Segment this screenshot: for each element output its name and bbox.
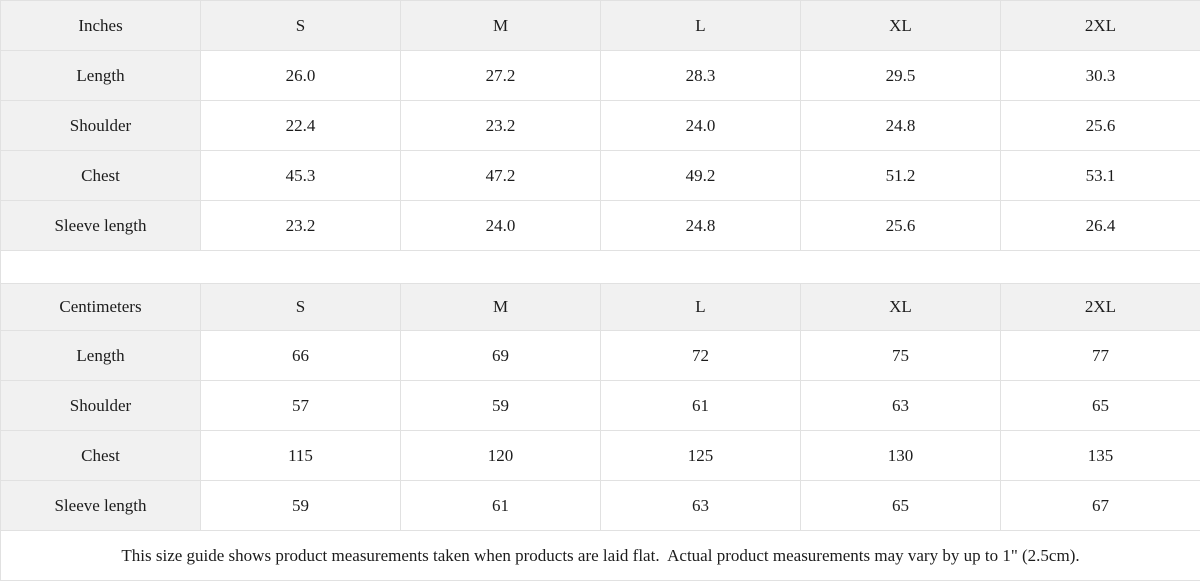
measurement-value-cell: 72 — [601, 331, 801, 381]
measurement-value-cell: 51.2 — [801, 151, 1001, 201]
size-header-cell: S — [201, 1, 401, 51]
measurement-value-cell: 75 — [801, 331, 1001, 381]
measurement-value-cell: 69 — [401, 331, 601, 381]
measurement-value-cell: 65 — [1001, 381, 1200, 431]
measurement-value-cell: 63 — [601, 481, 801, 531]
measurement-value-cell: 26.4 — [1001, 201, 1200, 251]
measurement-value-cell: 24.8 — [801, 101, 1001, 151]
measurement-value-cell: 57 — [201, 381, 401, 431]
spacer-cell — [1, 251, 1200, 284]
measurement-label-cell: Shoulder — [1, 101, 201, 151]
measurement-value-cell: 45.3 — [201, 151, 401, 201]
footnote-text: This size guide shows product measuremen… — [1, 531, 1200, 581]
measurement-value-cell: 25.6 — [801, 201, 1001, 251]
footnote-row: This size guide shows product measuremen… — [1, 531, 1200, 581]
measurement-label-cell: Length — [1, 331, 201, 381]
measurement-value-cell: 27.2 — [401, 51, 601, 101]
measurement-value-cell: 63 — [801, 381, 1001, 431]
measurement-label-cell: Chest — [1, 151, 201, 201]
size-header-cell: M — [401, 284, 601, 331]
size-header-cell: XL — [801, 1, 1001, 51]
measurement-value-cell: 135 — [1001, 431, 1200, 481]
measurement-value-cell: 30.3 — [1001, 51, 1200, 101]
measurement-value-cell: 59 — [201, 481, 401, 531]
size-header-cell: S — [201, 284, 401, 331]
measurement-value-cell: 23.2 — [201, 201, 401, 251]
measurement-value-cell: 77 — [1001, 331, 1200, 381]
measurement-value-cell: 59 — [401, 381, 601, 431]
measurement-value-cell: 24.0 — [601, 101, 801, 151]
measurement-value-cell: 125 — [601, 431, 801, 481]
measurement-value-cell: 24.0 — [401, 201, 601, 251]
measurement-value-cell: 28.3 — [601, 51, 801, 101]
measurement-label-cell: Sleeve length — [1, 201, 201, 251]
measurement-label-cell: Shoulder — [1, 381, 201, 431]
measurement-value-cell: 23.2 — [401, 101, 601, 151]
unit-header-cell: Inches — [1, 1, 201, 51]
measurement-value-cell: 25.6 — [1001, 101, 1200, 151]
size-header-cell: XL — [801, 284, 1001, 331]
measurement-value-cell: 22.4 — [201, 101, 401, 151]
measurement-value-cell: 120 — [401, 431, 601, 481]
measurement-value-cell: 53.1 — [1001, 151, 1200, 201]
measurement-value-cell: 24.8 — [601, 201, 801, 251]
measurement-value-cell: 66 — [201, 331, 401, 381]
size-header-cell: L — [601, 1, 801, 51]
measurement-value-cell: 115 — [201, 431, 401, 481]
size-guide-footer: This size guide shows product measuremen… — [1, 531, 1200, 581]
measurement-value-cell: 65 — [801, 481, 1001, 531]
measurement-value-cell: 130 — [801, 431, 1001, 481]
size-header-cell: M — [401, 1, 601, 51]
measurement-value-cell: 61 — [601, 381, 801, 431]
spacer-row — [1, 251, 1200, 284]
unit-header-cell: Centimeters — [1, 284, 201, 331]
measurement-value-cell: 67 — [1001, 481, 1200, 531]
size-header-cell: 2XL — [1001, 1, 1200, 51]
measurement-value-cell: 29.5 — [801, 51, 1001, 101]
measurement-value-cell: 26.0 — [201, 51, 401, 101]
measurement-value-cell: 47.2 — [401, 151, 601, 201]
measurement-label-cell: Chest — [1, 431, 201, 481]
size-header-cell: 2XL — [1001, 284, 1200, 331]
size-header-cell: L — [601, 284, 801, 331]
measurement-value-cell: 61 — [401, 481, 601, 531]
measurement-value-cell: 49.2 — [601, 151, 801, 201]
measurement-label-cell: Length — [1, 51, 201, 101]
measurement-label-cell: Sleeve length — [1, 481, 201, 531]
